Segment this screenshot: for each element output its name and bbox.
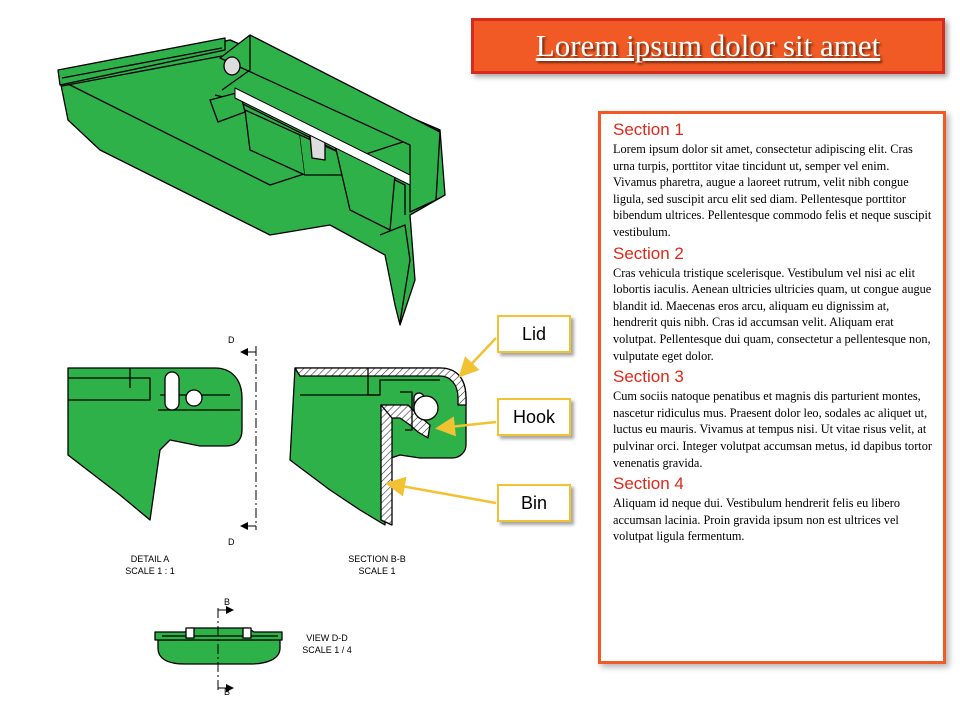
- section-2: Section 2 Cras vehicula tristique sceler…: [613, 244, 933, 365]
- detail-a-view: [67, 367, 243, 521]
- caption-line: SCALE 1: [358, 566, 396, 576]
- section-heading: Section 2: [613, 243, 684, 263]
- technical-drawing: [57, 34, 497, 692]
- marker-d-top: D: [228, 335, 235, 345]
- section-heading: Section 1: [613, 120, 684, 139]
- section-4: Section 4 Aliquam id neque dui. Vestibul…: [613, 474, 933, 545]
- marker-d-bottom: D: [228, 537, 235, 547]
- section-heading: Section 3: [613, 367, 684, 387]
- section-3: Section 3 Cum sociis natoque penatibus e…: [613, 367, 933, 471]
- callout-label: Hook: [512, 406, 556, 427]
- caption-line: SCALE 1 / 4: [302, 645, 352, 655]
- page-title: Lorem ipsum dolor sit amet: [535, 28, 881, 63]
- section-heading: Section 4: [613, 474, 684, 494]
- section-body: Lorem ipsum dolor sit amet, consectetur …: [613, 142, 932, 239]
- caption-line: DETAIL A: [130, 554, 170, 564]
- view-dd: [154, 627, 283, 665]
- callout-arrow-lid: [458, 337, 497, 378]
- callout-bin: Bin: [497, 484, 571, 522]
- section-body: Cras vehicula tristique scelerisque. Ves…: [613, 265, 932, 363]
- view-dd-caption: VIEW D-D SCALE 1 / 4: [282, 632, 372, 656]
- section-1: Section 1 Lorem ipsum dolor sit amet, co…: [613, 120, 933, 241]
- callout-arrow-bin: [385, 476, 497, 505]
- caption-line: SCALE 1 : 1: [125, 566, 175, 576]
- marker-b-bottom: B: [224, 687, 231, 697]
- caption-line: VIEW D-D: [306, 633, 348, 643]
- section-bb-view: [289, 367, 467, 526]
- callout-lid: Lid: [497, 315, 571, 353]
- callout-hook: Hook: [497, 398, 571, 436]
- callout-arrow-hook: [435, 416, 497, 437]
- detail-a-caption: DETAIL A SCALE 1 : 1: [100, 553, 200, 577]
- isometric-view: [57, 34, 446, 326]
- section-body: Aliquam id neque dui. Vestibulum hendrer…: [613, 496, 900, 544]
- callout-label: Bin: [520, 492, 547, 513]
- caption-line: SECTION B-B: [348, 554, 406, 564]
- marker-b-top: B: [224, 597, 231, 607]
- section-body: Cum sociis natoque penatibus et magnis d…: [613, 389, 932, 470]
- text-panel: Section 1 Lorem ipsum dolor sit amet, co…: [598, 111, 946, 664]
- callout-label: Lid: [521, 323, 547, 344]
- section-bb-caption: SECTION B-B SCALE 1: [322, 553, 432, 577]
- title-banner: Lorem ipsum dolor sit amet: [471, 18, 945, 74]
